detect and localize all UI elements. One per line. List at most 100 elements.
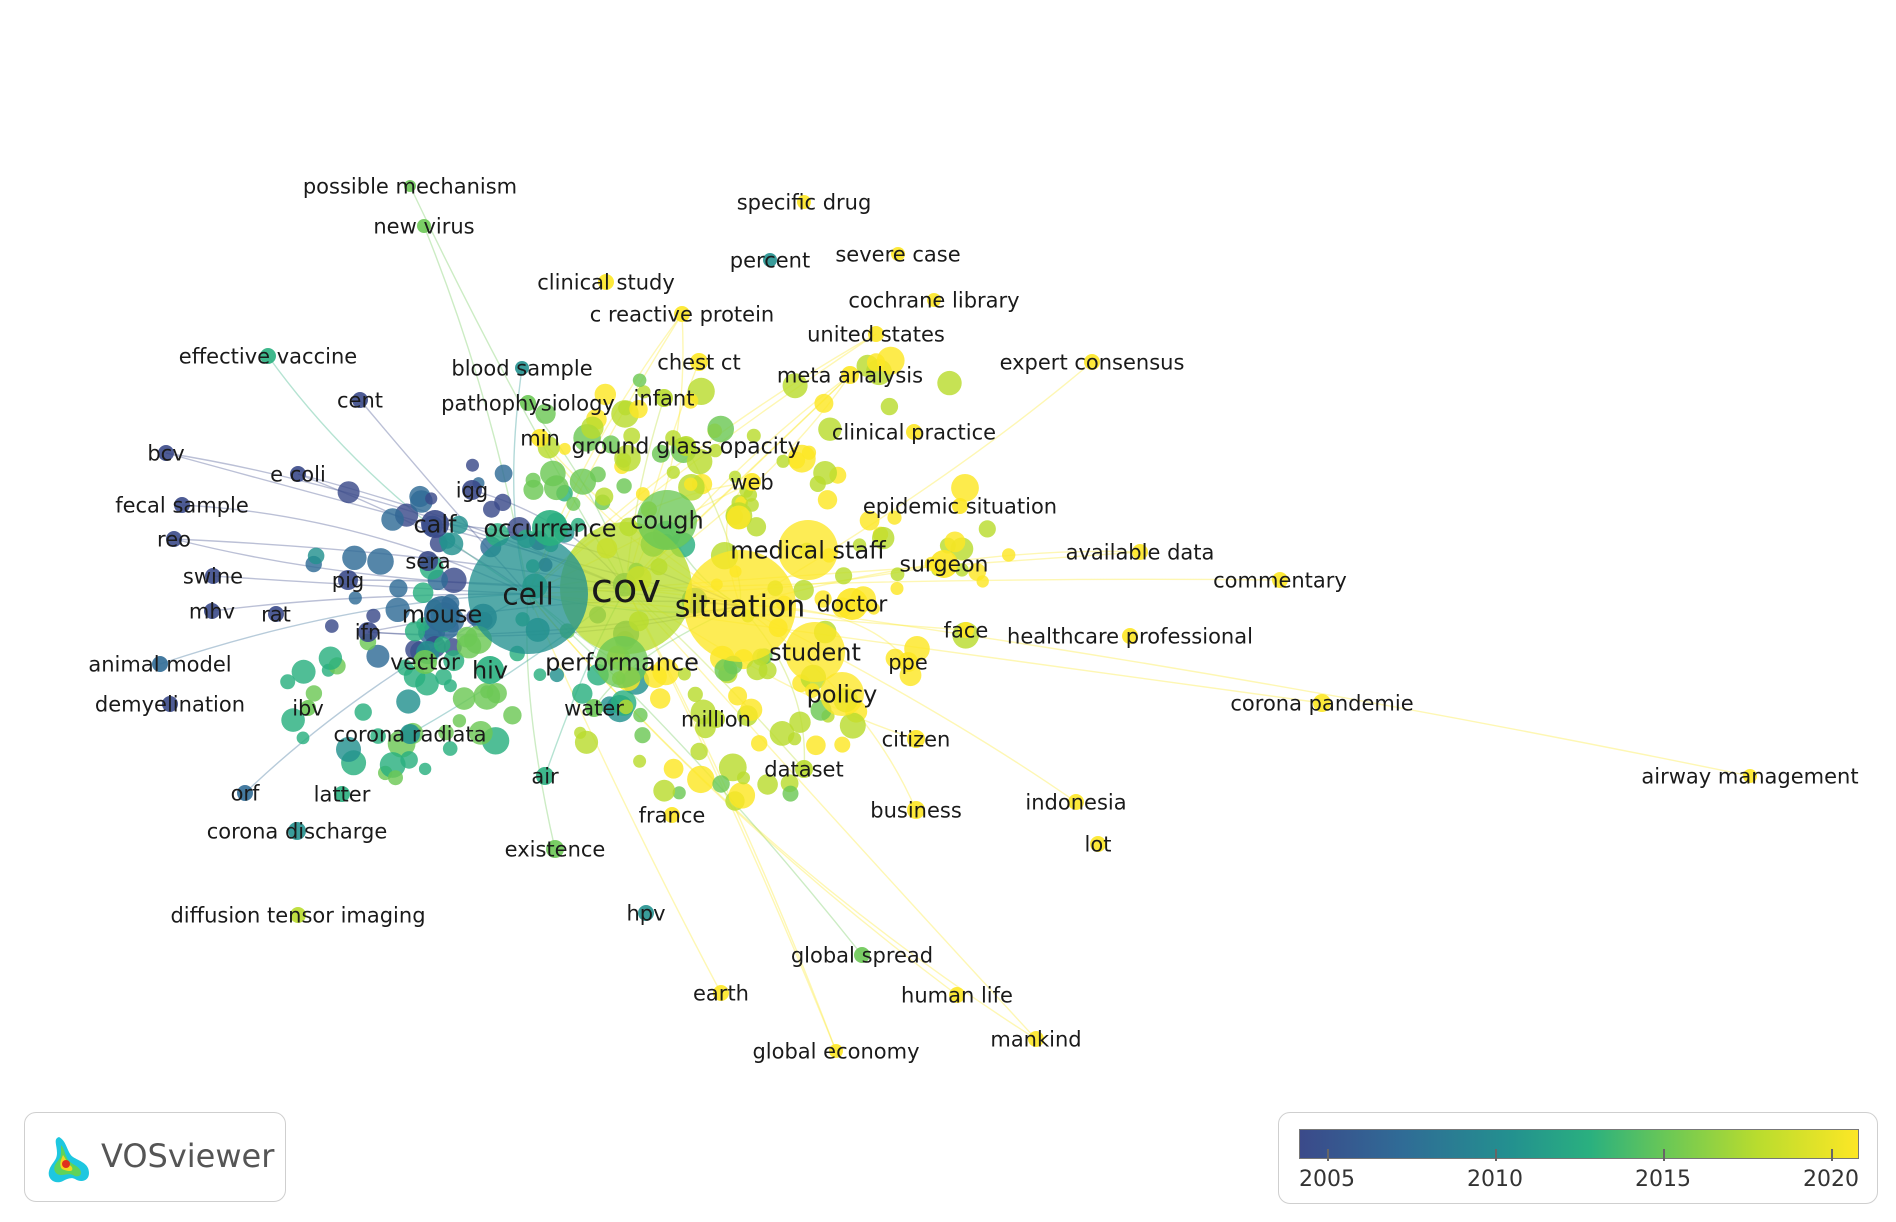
node-medical-staff[interactable] bbox=[778, 520, 838, 580]
label-surgeon[interactable]: surgeon bbox=[900, 553, 989, 578]
label-c-reactive-protein[interactable]: c reactive protein bbox=[590, 302, 774, 326]
keyword-node[interactable] bbox=[978, 520, 996, 538]
keyword-node[interactable] bbox=[643, 665, 667, 688]
node-new-virus[interactable] bbox=[417, 219, 431, 233]
node-indonesia[interactable] bbox=[1068, 794, 1084, 810]
label-mouse[interactable]: mouse bbox=[402, 600, 483, 628]
node-rat[interactable] bbox=[268, 606, 284, 622]
node-igg[interactable] bbox=[462, 480, 482, 500]
node-expert-consensus[interactable] bbox=[1084, 354, 1100, 370]
keyword-node[interactable] bbox=[456, 633, 482, 659]
keyword-node[interactable] bbox=[707, 415, 734, 443]
keyword-node[interactable] bbox=[746, 428, 761, 443]
keyword-node[interactable] bbox=[468, 721, 493, 745]
keyword-node[interactable] bbox=[650, 688, 671, 709]
node-calf[interactable] bbox=[421, 510, 449, 538]
keyword-node[interactable] bbox=[442, 741, 458, 756]
keyword-node[interactable] bbox=[494, 464, 513, 483]
keyword-node[interactable] bbox=[887, 510, 902, 525]
node-dataset[interactable] bbox=[795, 760, 813, 778]
label-citizen[interactable]: citizen bbox=[882, 727, 951, 751]
keyword-node[interactable] bbox=[438, 724, 454, 741]
label-pathophysiology[interactable]: pathophysiology bbox=[441, 391, 615, 415]
keyword-node[interactable] bbox=[318, 646, 343, 670]
keyword-node[interactable] bbox=[443, 650, 465, 672]
label-clinical-study[interactable]: clinical study bbox=[537, 270, 675, 294]
keyword-node[interactable] bbox=[757, 774, 778, 795]
label-percent[interactable]: percent bbox=[730, 248, 810, 272]
keyword-node[interactable] bbox=[381, 508, 404, 531]
node-global-economy[interactable] bbox=[829, 1044, 843, 1058]
node-ground-glass-opacity[interactable] bbox=[676, 436, 696, 456]
label-diffusion-tensor-imaging[interactable]: diffusion tensor imaging bbox=[170, 903, 425, 927]
node-clinical-practice[interactable] bbox=[906, 424, 922, 440]
label-water[interactable]: water bbox=[564, 696, 624, 720]
label-cough[interactable]: cough bbox=[630, 506, 704, 534]
keyword-node[interactable] bbox=[569, 468, 597, 495]
keyword-node[interactable] bbox=[814, 590, 832, 608]
keyword-node[interactable] bbox=[337, 481, 360, 504]
keyword-node[interactable] bbox=[633, 707, 648, 723]
label-mhv[interactable]: mhv bbox=[189, 599, 235, 623]
node-reo[interactable] bbox=[166, 531, 182, 547]
keyword-node[interactable] bbox=[653, 779, 676, 802]
node-effective-vaccine[interactable] bbox=[260, 348, 276, 364]
label-corona-discharge[interactable]: corona discharge bbox=[207, 819, 388, 843]
label-effective-vaccine[interactable]: effective vaccine bbox=[179, 344, 357, 368]
keyword-node[interactable] bbox=[814, 393, 834, 413]
label-sera[interactable]: sera bbox=[405, 549, 450, 573]
label-dataset[interactable]: dataset bbox=[764, 757, 843, 781]
keyword-node[interactable] bbox=[712, 775, 730, 793]
label-commentary[interactable]: commentary bbox=[1213, 568, 1347, 592]
keyword-node[interactable] bbox=[876, 346, 905, 375]
node-fecal-sample[interactable] bbox=[174, 497, 190, 513]
node-orf[interactable] bbox=[237, 785, 253, 801]
keyword-node[interactable] bbox=[404, 621, 426, 642]
keyword-node[interactable] bbox=[280, 674, 296, 690]
keyword-node[interactable] bbox=[813, 461, 837, 485]
label-animal-model[interactable]: animal model bbox=[88, 652, 231, 676]
keyword-node[interactable] bbox=[634, 727, 651, 744]
node-hpv[interactable] bbox=[638, 905, 654, 921]
keyword-node[interactable] bbox=[637, 385, 651, 399]
keyword-node[interactable] bbox=[558, 442, 571, 455]
keyword-node[interactable] bbox=[366, 644, 390, 668]
node-mouse[interactable] bbox=[424, 596, 460, 632]
node-cov[interactable] bbox=[560, 522, 692, 654]
keyword-node[interactable] bbox=[866, 353, 886, 372]
keyword-node[interactable] bbox=[890, 582, 904, 595]
keyword-node[interactable] bbox=[663, 758, 684, 779]
keyword-node[interactable] bbox=[494, 493, 512, 511]
node-corona-discharge[interactable] bbox=[288, 822, 306, 840]
node-cochrane-library[interactable] bbox=[927, 293, 941, 307]
label-united-states[interactable]: united states bbox=[807, 322, 945, 346]
label-ibv[interactable]: ibv bbox=[292, 696, 324, 720]
node-min[interactable] bbox=[531, 429, 549, 447]
keyword-node[interactable] bbox=[466, 458, 479, 472]
node-face[interactable] bbox=[958, 622, 974, 638]
label-possible-mechanism[interactable]: possible mechanism bbox=[303, 174, 517, 198]
keyword-node[interactable] bbox=[686, 448, 713, 475]
keyword-node[interactable] bbox=[839, 712, 866, 739]
node-web[interactable] bbox=[743, 473, 761, 491]
node-available-data[interactable] bbox=[1132, 544, 1148, 560]
keyword-node[interactable] bbox=[976, 575, 989, 588]
keyword-node[interactable] bbox=[818, 417, 842, 441]
keyword-node[interactable] bbox=[746, 517, 767, 537]
keyword-node[interactable] bbox=[633, 754, 647, 768]
label-ppe[interactable]: ppe bbox=[888, 650, 928, 674]
label-corona-radiata[interactable]: corona radiata bbox=[334, 722, 487, 746]
node-blood-sample[interactable] bbox=[515, 361, 529, 375]
keyword-node[interactable] bbox=[590, 466, 606, 483]
node-united-states[interactable] bbox=[868, 326, 884, 342]
node-diffusion-tensor-imaging[interactable] bbox=[290, 907, 306, 923]
label-doctor[interactable]: doctor bbox=[817, 593, 889, 618]
keyword-node[interactable] bbox=[281, 708, 305, 732]
keyword-node[interactable] bbox=[629, 399, 648, 419]
node-corona-pandemie[interactable] bbox=[1313, 694, 1331, 712]
keyword-node[interactable] bbox=[572, 683, 593, 704]
node-policy[interactable] bbox=[820, 672, 864, 716]
keyword-node[interactable] bbox=[635, 487, 650, 501]
node-hiv[interactable] bbox=[476, 656, 504, 684]
node-existence[interactable] bbox=[546, 840, 564, 858]
